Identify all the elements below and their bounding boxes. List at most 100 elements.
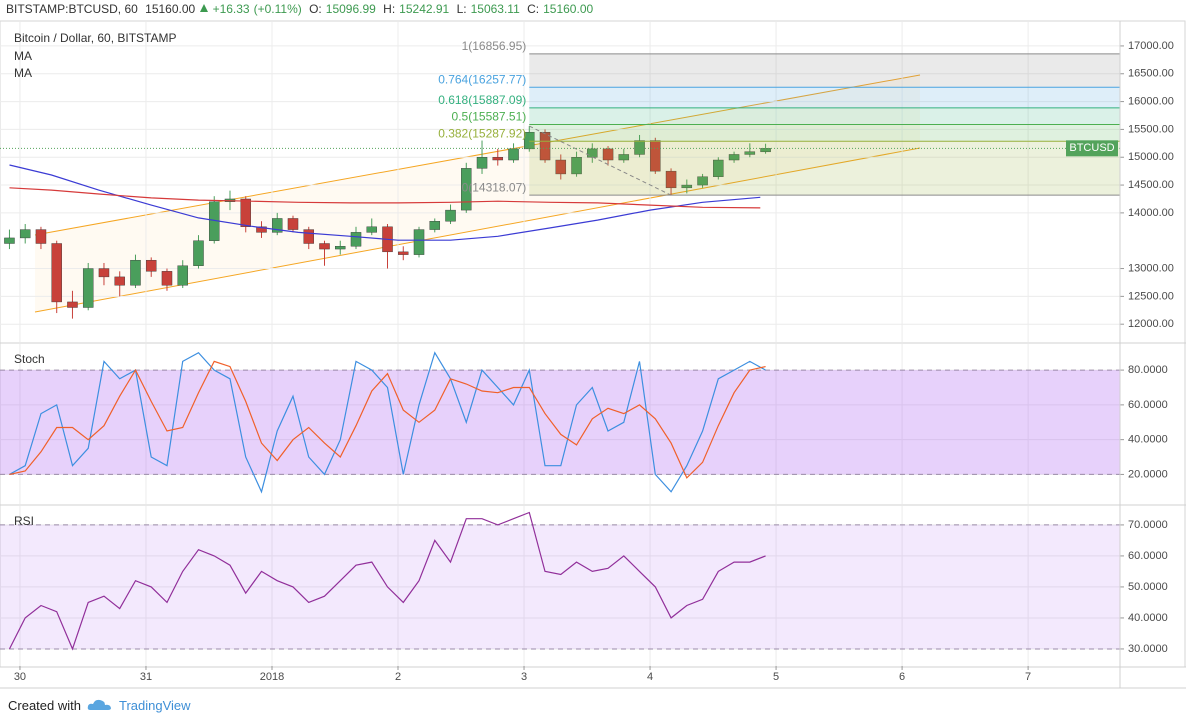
candle-body xyxy=(413,229,425,255)
candle-body xyxy=(728,154,740,161)
candle-body xyxy=(539,131,551,161)
x-tick-label: 5 xyxy=(773,671,779,683)
x-tick-label: 30 xyxy=(14,671,26,683)
x-tick-label: 2018 xyxy=(260,671,284,683)
x-tick-label: 6 xyxy=(899,671,905,683)
band xyxy=(0,524,1120,649)
series-line xyxy=(8,511,766,651)
candle-body xyxy=(319,243,330,250)
series-line xyxy=(9,164,761,241)
panel-title: RSI xyxy=(14,514,34,528)
y-tick-label: 14500.00 xyxy=(1128,179,1174,191)
y-tick-label: 80.0000 xyxy=(1128,364,1168,376)
x-tick-label: 4 xyxy=(647,671,653,683)
y-tick-label: 40.0000 xyxy=(1128,434,1168,446)
candle-body xyxy=(256,226,267,233)
footer: Created with TradingView xyxy=(8,694,191,716)
x-tick-label: 3 xyxy=(521,671,527,683)
y-tick-label: 40.0000 xyxy=(1128,612,1168,624)
fib-zone xyxy=(529,87,1120,108)
candle-body xyxy=(272,218,283,233)
y-tick-label: 70.0000 xyxy=(1128,519,1168,531)
y-tick-label: 60.0000 xyxy=(1128,399,1168,411)
candle-body xyxy=(350,232,362,247)
candle-body xyxy=(524,131,535,150)
candle-body xyxy=(445,209,456,222)
x-tick-label: 2 xyxy=(395,671,401,683)
panel-title: Stoch xyxy=(14,352,45,366)
candle-body xyxy=(508,148,519,161)
x-tick-label: 31 xyxy=(140,671,152,683)
candle-body xyxy=(4,237,15,244)
fib-zone xyxy=(529,107,1120,125)
fib-zone xyxy=(529,124,1120,142)
series-line xyxy=(9,187,761,209)
series-line xyxy=(9,360,766,479)
y-tick-label: 16000.00 xyxy=(1128,95,1174,107)
brand[interactable]: TradingView xyxy=(118,697,191,713)
candle-body xyxy=(303,229,314,244)
candle-body xyxy=(287,218,299,230)
candle-body xyxy=(145,259,157,272)
candle-body xyxy=(665,170,677,189)
chart: 1(16856.95) 0.764(16257.77) 0.618(15887.09… xyxy=(0,20,1186,689)
change-pct: (+0.11%) xyxy=(253,2,302,16)
candle-body xyxy=(82,268,94,308)
fib-label: 1(16856.95) xyxy=(462,39,527,53)
fib-zone xyxy=(529,53,1120,88)
candle-body xyxy=(618,154,630,161)
candle-body xyxy=(697,176,708,186)
x-tick-label: 7 xyxy=(1025,671,1031,683)
candle-body xyxy=(429,221,441,230)
candle-body xyxy=(67,301,78,308)
change: +16.33 xyxy=(212,2,250,16)
c-label: C: xyxy=(527,2,540,16)
candle-body xyxy=(161,271,173,286)
fib-label: 0.764(16257.77) xyxy=(438,72,526,86)
plot xyxy=(0,511,1120,651)
candle-body xyxy=(398,251,409,255)
logo[interactable] xyxy=(87,697,113,713)
symbol: BITSTAMP:BTCUSD, 60 xyxy=(6,2,138,16)
candle-body xyxy=(681,184,693,189)
candle-body xyxy=(634,140,645,155)
candle-body xyxy=(650,140,661,172)
y-tick-label: 13000.00 xyxy=(1128,262,1174,274)
last-price-label: BTCUSD xyxy=(1069,142,1114,154)
h-label: H: xyxy=(383,2,396,16)
band xyxy=(0,370,1120,475)
c-value: 15160.00 xyxy=(543,2,594,16)
candle-body xyxy=(476,157,488,169)
fib-label: 0.618(15887.09) xyxy=(438,93,526,107)
legend-entry: MA xyxy=(14,49,32,63)
candle-body xyxy=(114,276,125,286)
candle-body xyxy=(130,259,141,286)
candle-body xyxy=(35,229,47,244)
candle-body xyxy=(193,240,204,266)
candle-body xyxy=(177,265,188,286)
candle-body xyxy=(492,157,504,161)
header: BITSTAMP:BTCUSD, 60 15160.00 +16.33 (+0.1… xyxy=(6,0,597,20)
y-tick-label: 30.0000 xyxy=(1128,643,1168,655)
y-tick-label: 20.0000 xyxy=(1128,468,1168,480)
fib-zone xyxy=(529,141,1120,196)
y-tick-label: 14000.00 xyxy=(1128,207,1174,219)
created-with: Created with xyxy=(8,697,81,713)
legend-entry: MA xyxy=(14,66,32,80)
candle-body xyxy=(366,226,377,233)
chart-title: Bitcoin / Dollar, 60, BITSTAMP xyxy=(14,31,177,45)
o-label: O: xyxy=(309,2,322,16)
candle-body xyxy=(19,229,31,239)
candle-body xyxy=(555,159,567,175)
fib-label: 0.5(15587.51) xyxy=(452,110,527,124)
l-value: 15063.11 xyxy=(470,2,520,16)
y-tick-label: 15500.00 xyxy=(1128,123,1174,135)
candle-body xyxy=(98,268,110,278)
plot xyxy=(0,351,1120,494)
candle-body xyxy=(602,148,614,161)
fib-label: 0.382(15287.92) xyxy=(438,126,526,140)
y-tick-label: 15000.00 xyxy=(1128,151,1174,163)
y-tick-label: 17000.00 xyxy=(1128,40,1174,52)
candle-body xyxy=(335,246,346,250)
